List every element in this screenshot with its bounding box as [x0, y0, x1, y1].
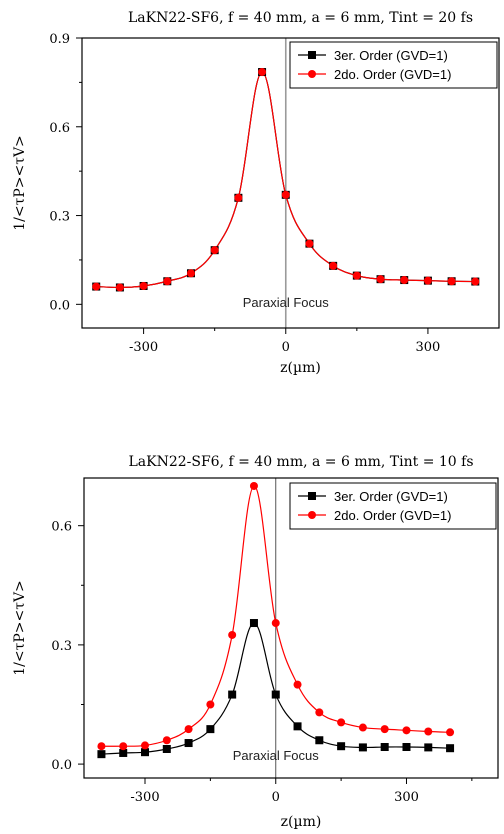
x-axis-label: z(µm) — [280, 360, 321, 376]
y-tick-label: 0.3 — [51, 639, 72, 654]
data-point — [210, 246, 219, 255]
data-point — [380, 743, 389, 752]
data-point — [271, 690, 280, 699]
data-point — [184, 739, 193, 748]
y-axis-label: 1/<τP><τV> — [12, 135, 28, 231]
data-point — [271, 619, 280, 628]
data-point — [358, 743, 367, 752]
data-point — [141, 741, 150, 750]
data-point — [258, 68, 267, 77]
data-point — [206, 725, 215, 734]
data-point — [400, 276, 409, 285]
y-tick-label: 0.0 — [51, 758, 72, 773]
annotation-paraxial-focus: Paraxial Focus — [243, 295, 329, 310]
legend-label-1: 3er. Order (GVD=1) — [334, 48, 448, 63]
data-point — [352, 271, 361, 280]
x-tick-label: 300 — [394, 790, 419, 805]
data-point — [115, 283, 124, 292]
series-line-1 — [101, 622, 451, 755]
data-point — [163, 277, 172, 286]
x-tick-label: 300 — [416, 340, 441, 355]
legend-label-2: 2do. Order (GVD=1) — [334, 67, 451, 82]
data-point — [423, 276, 432, 285]
data-point — [402, 726, 411, 735]
data-point — [139, 281, 148, 290]
y-tick-label: 0.6 — [49, 121, 70, 136]
data-point — [162, 744, 171, 753]
data-point — [380, 725, 389, 734]
data-point — [358, 723, 367, 732]
legend-label-1: 3er. Order (GVD=1) — [334, 489, 448, 504]
data-point — [329, 261, 338, 270]
plot-frame — [83, 477, 499, 779]
data-point — [141, 748, 150, 757]
legend-marker-1 — [308, 492, 316, 500]
x-tick-label: -300 — [129, 340, 158, 355]
data-point — [206, 700, 215, 709]
y-tick-label: 0.0 — [49, 298, 70, 313]
y-axis-label: 1/<τP><τV> — [12, 580, 28, 676]
legend-box — [289, 482, 497, 530]
data-point — [119, 748, 128, 757]
data-point — [228, 690, 237, 699]
y-tick-label: 0.3 — [49, 210, 70, 225]
x-axis-label: z(µm) — [281, 814, 322, 830]
y-tick-label: 0.6 — [51, 520, 72, 535]
data-point — [447, 277, 456, 286]
data-point — [234, 193, 243, 202]
data-point — [305, 239, 314, 248]
annotation-paraxial-focus: Paraxial Focus — [233, 748, 319, 763]
data-point — [424, 727, 433, 736]
data-point — [315, 708, 324, 717]
legend-box — [289, 41, 498, 89]
data-point — [337, 742, 346, 751]
data-point — [446, 728, 455, 737]
data-point — [97, 742, 106, 751]
y-tick-label: 0.9 — [49, 32, 70, 47]
data-point — [184, 725, 193, 734]
data-point — [186, 269, 195, 278]
data-point — [376, 275, 385, 284]
data-point — [293, 722, 302, 731]
data-point — [281, 190, 290, 199]
data-point — [249, 619, 258, 628]
data-point — [471, 277, 480, 286]
legend-marker-2 — [308, 70, 316, 78]
data-point — [119, 742, 128, 751]
x-tick-label: -300 — [130, 790, 159, 805]
data-point — [315, 736, 324, 745]
chart-panel-1: LaKN22-SF6, f = 40 mm, a = 6 mm, Tint = … — [12, 10, 500, 376]
plot-frame — [81, 37, 500, 329]
data-point — [228, 630, 237, 639]
data-point — [92, 282, 101, 291]
chart-panel-2: LaKN22-SF6, f = 40 mm, a = 6 mm, Tint = … — [12, 454, 499, 830]
data-point — [337, 718, 346, 727]
data-point — [97, 750, 106, 759]
data-point — [402, 743, 411, 752]
data-point — [162, 736, 171, 745]
data-point — [424, 743, 433, 752]
legend-marker-1 — [308, 51, 316, 59]
x-tick-label: 0 — [272, 790, 280, 805]
chart-title: LaKN22-SF6, f = 40 mm, a = 6 mm, Tint = … — [128, 454, 473, 470]
chart-title: LaKN22-SF6, f = 40 mm, a = 6 mm, Tint = … — [128, 10, 473, 26]
legend-label-2: 2do. Order (GVD=1) — [334, 508, 451, 523]
data-point — [446, 744, 455, 753]
x-tick-label: 0 — [282, 340, 290, 355]
data-point — [249, 481, 258, 490]
data-point — [293, 680, 302, 689]
legend-marker-2 — [308, 511, 316, 519]
